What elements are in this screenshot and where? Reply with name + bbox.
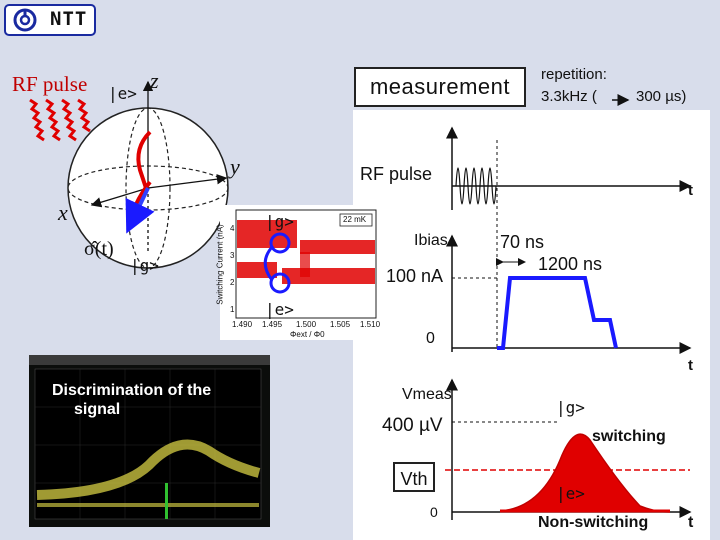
- ytick-2: 2: [230, 278, 235, 287]
- t-label-mid: t: [688, 357, 693, 374]
- ntt-logo: NTT: [4, 4, 96, 36]
- ytick-3: 3: [230, 251, 235, 260]
- scope-caption-line1: Discrimination of the: [52, 382, 212, 399]
- plot-xlabel: Φext / Φ0: [290, 330, 325, 339]
- current-value: 100 nA: [386, 266, 444, 286]
- t-label-top: t: [688, 182, 693, 199]
- repetition-period: 300 µs): [636, 88, 687, 105]
- axis-x-label: x: [58, 200, 68, 225]
- xtick-2: 1.495: [262, 320, 283, 329]
- oscilloscope-trace: [29, 355, 270, 520]
- xtick-1: 1.490: [232, 320, 253, 329]
- ket-e-voltage: |e>: [556, 484, 585, 503]
- ibias-label: Ibias: [414, 232, 448, 249]
- ket-g-plot: |g>: [265, 212, 294, 231]
- ytick-4: 4: [230, 224, 235, 233]
- ibias-timing: [446, 234, 692, 354]
- voltage-timing: [445, 378, 692, 520]
- ytick-1: 1: [230, 305, 235, 314]
- plateau-time-label: 1200 ns: [538, 254, 603, 274]
- switching-current-plot: [220, 205, 380, 340]
- ibias-pulse: [497, 276, 618, 350]
- axis-y-label: y: [230, 154, 240, 179]
- rf-pulse-timing-label: RF pulse: [360, 164, 433, 184]
- axis-z-label: z: [150, 68, 159, 93]
- upper-band: [237, 220, 297, 248]
- oscilloscope-image: [29, 355, 270, 527]
- ket-g-bloch: |g>: [130, 256, 159, 275]
- zero-label-voltage: 0: [430, 504, 438, 520]
- lower-band: [237, 262, 277, 278]
- rf-pulse-label: RF pulse: [12, 72, 88, 96]
- x-axis: [90, 187, 149, 208]
- scope-caption-line2: signal: [74, 401, 121, 418]
- repetition-frequency: 3.3kHz (: [541, 88, 597, 105]
- switching-label: switching: [592, 428, 666, 445]
- vmeas-value: 400 µV: [382, 415, 443, 436]
- bloch-sphere: [67, 80, 229, 269]
- ntt-logo-icon: [13, 8, 37, 32]
- rotation-path: [136, 130, 152, 189]
- repetition-label: repetition:: [541, 66, 607, 83]
- xtick-5: 1.510: [360, 320, 381, 329]
- vth-label: Vth: [393, 462, 435, 492]
- rf-burst: [455, 167, 497, 205]
- scope-caption: Discrimination of the signal: [52, 381, 211, 419]
- zero-label-ibias: 0: [426, 330, 435, 347]
- t-label-bottom: t: [688, 514, 694, 531]
- ket-g-voltage: |g>: [556, 398, 585, 417]
- xtick-3: 1.500: [296, 320, 317, 329]
- y-axis: [147, 173, 228, 189]
- measurement-box: measurement: [354, 67, 526, 107]
- nonswitching-label: Non-switching: [538, 514, 649, 531]
- state-vector: [125, 187, 155, 234]
- sigma-label: σ̂(t): [84, 238, 114, 260]
- plot-legend: 22 mK: [343, 215, 367, 224]
- ket-e-bloch: |e>: [108, 84, 137, 103]
- switching-pulse: [499, 433, 671, 513]
- rf-timing: [446, 126, 692, 350]
- xtick-4: 1.505: [330, 320, 351, 329]
- rf-pulse-waves: [29, 98, 91, 142]
- rise-time-label: 70 ns: [500, 232, 545, 252]
- vmeas-label: Vmeas: [402, 386, 452, 403]
- plot-ylabel: Switching Current (nA): [215, 224, 225, 305]
- g-state-marker: [269, 232, 291, 254]
- e-state-marker: [269, 272, 291, 294]
- ket-e-plot: |e>: [265, 300, 294, 319]
- logo-text: NTT: [50, 8, 88, 30]
